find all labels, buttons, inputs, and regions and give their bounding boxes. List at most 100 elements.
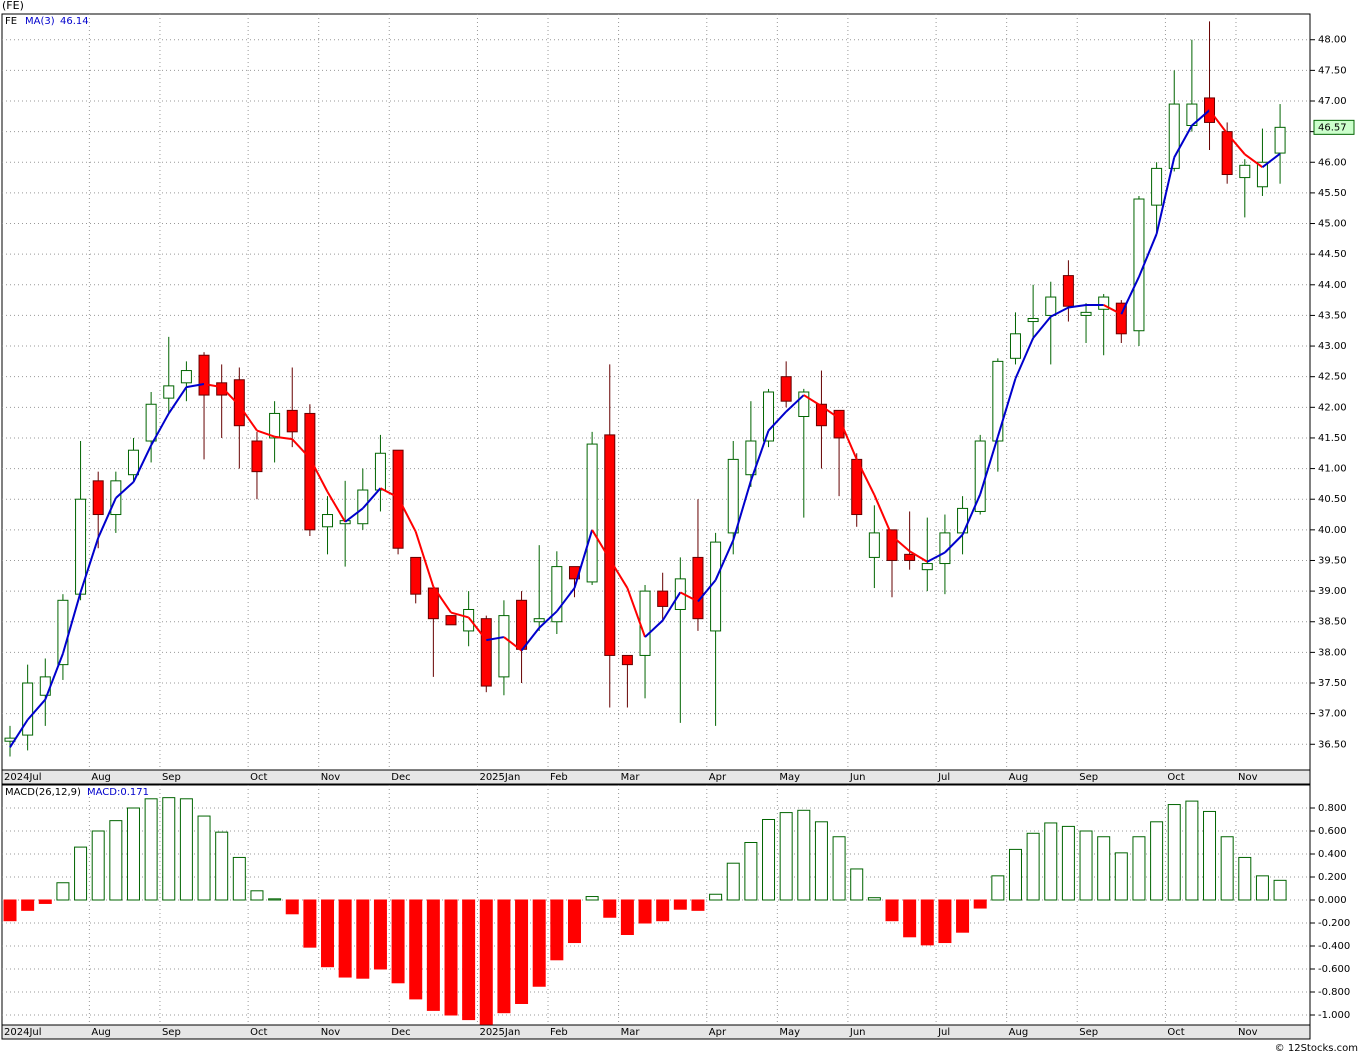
ma-segment [44, 653, 64, 700]
candle-body [886, 529, 898, 561]
candle-body [833, 409, 845, 439]
macd-bar [938, 899, 952, 944]
candle-body [180, 370, 192, 384]
ma-segment [1014, 337, 1035, 379]
macd-bar [373, 899, 387, 970]
candle-body [145, 403, 157, 442]
macd-bar [1079, 830, 1093, 901]
x-tick-label: 2025Jan [479, 1027, 520, 1038]
legend-ma: MA(3) [25, 16, 55, 27]
candle-body [163, 385, 175, 399]
y-tick-label: 46.00 [1318, 157, 1347, 168]
y-tick-label: 39.00 [1318, 586, 1347, 597]
ma-segment [661, 591, 682, 622]
y-tick-label: 42.00 [1318, 402, 1347, 413]
ma-segment [926, 551, 946, 563]
macd-bar [1255, 875, 1269, 901]
macd-bar [1008, 848, 1022, 901]
x-tick-label: Sep [162, 1027, 181, 1038]
macd-bar [1273, 879, 1287, 901]
macd-bar [603, 899, 617, 918]
y-tick-label: 41.50 [1318, 433, 1347, 444]
ma-segment [308, 457, 329, 493]
candle-body [516, 599, 528, 650]
x-tick-label: Oct [1167, 1027, 1184, 1038]
candle-body [868, 532, 880, 558]
candle-body [322, 514, 334, 528]
ma-segment [397, 496, 417, 533]
candle-body [269, 412, 281, 439]
x-tick-label: Aug [91, 772, 111, 783]
y-tick-label: 47.00 [1318, 96, 1347, 107]
y-tick-label: 40.00 [1318, 525, 1347, 536]
macd-bar [321, 899, 335, 968]
ma-segment [644, 619, 664, 638]
macd-bar [691, 899, 705, 911]
price-badge [1313, 119, 1355, 135]
x-tick-label: 2024Jul [4, 772, 42, 783]
ma-segment [1244, 153, 1264, 168]
macd-bar [956, 899, 970, 933]
candle-body [1045, 296, 1057, 316]
candle-body [1256, 161, 1268, 188]
y-tick-label: 42.50 [1318, 372, 1347, 383]
ma-segment [1173, 125, 1193, 158]
x-tick-label: Jul [937, 772, 950, 783]
candle-body [639, 590, 651, 656]
macd-bar [1044, 822, 1058, 901]
candle-body [904, 553, 916, 561]
ma-segment [432, 586, 452, 614]
ma-segment [97, 497, 117, 539]
candle-body [1115, 302, 1127, 335]
macd-bar [726, 862, 740, 901]
ma-segment [379, 487, 399, 499]
macd-bar [903, 899, 917, 938]
y-tick-label: 0.800 [1318, 803, 1347, 814]
candle-body [710, 541, 722, 632]
candle-body [533, 618, 545, 623]
y-tick-label: 37.00 [1318, 709, 1347, 720]
candle-body [1239, 164, 1251, 179]
x-tick-label: Sep [1079, 1027, 1098, 1038]
macd-bar [1132, 836, 1146, 901]
ma-segment [961, 493, 982, 536]
ma-segment [186, 383, 205, 389]
macd-bar [1238, 856, 1252, 901]
macd-bar [991, 875, 1005, 901]
candle-body [657, 590, 669, 607]
candle-body [1274, 126, 1286, 154]
macd-legend: MACD:0.171 [87, 787, 149, 798]
ma-segment [855, 458, 876, 496]
y-tick-label: 0.000 [1318, 895, 1347, 906]
macd-bar [656, 899, 670, 922]
macd-bar [832, 836, 846, 901]
macd-bar [1150, 821, 1164, 901]
macd-bar [497, 899, 511, 1014]
candle-body [780, 376, 792, 402]
x-tick-label: Aug [1009, 1027, 1029, 1038]
macd-bar [268, 898, 282, 901]
candle-body [410, 556, 422, 595]
macd-bar [391, 899, 405, 984]
ma-segment [362, 487, 382, 510]
candle-body [921, 563, 933, 571]
ma-segment [291, 438, 311, 459]
macd-bar [356, 899, 370, 979]
macd-title: MACD(26,12,9) [5, 787, 81, 798]
y-tick-label: 0.400 [1318, 849, 1347, 860]
candle-body [480, 618, 492, 687]
macd-bar [1114, 852, 1128, 901]
ma-segment [803, 394, 822, 407]
candle-body [357, 489, 369, 525]
legend-ma-value: 46.14 [60, 16, 89, 27]
macd-bar [462, 899, 476, 1021]
macd-bar [3, 899, 17, 922]
x-tick-label: 2024Jul [4, 1027, 42, 1038]
ma-segment [1032, 316, 1052, 339]
macd-bar [426, 899, 440, 1011]
x-tick-label: Apr [709, 772, 727, 783]
x-tick-label: Dec [391, 772, 410, 783]
ma-segment [167, 386, 188, 414]
candle-body [551, 566, 563, 623]
ma-segment [714, 539, 735, 581]
